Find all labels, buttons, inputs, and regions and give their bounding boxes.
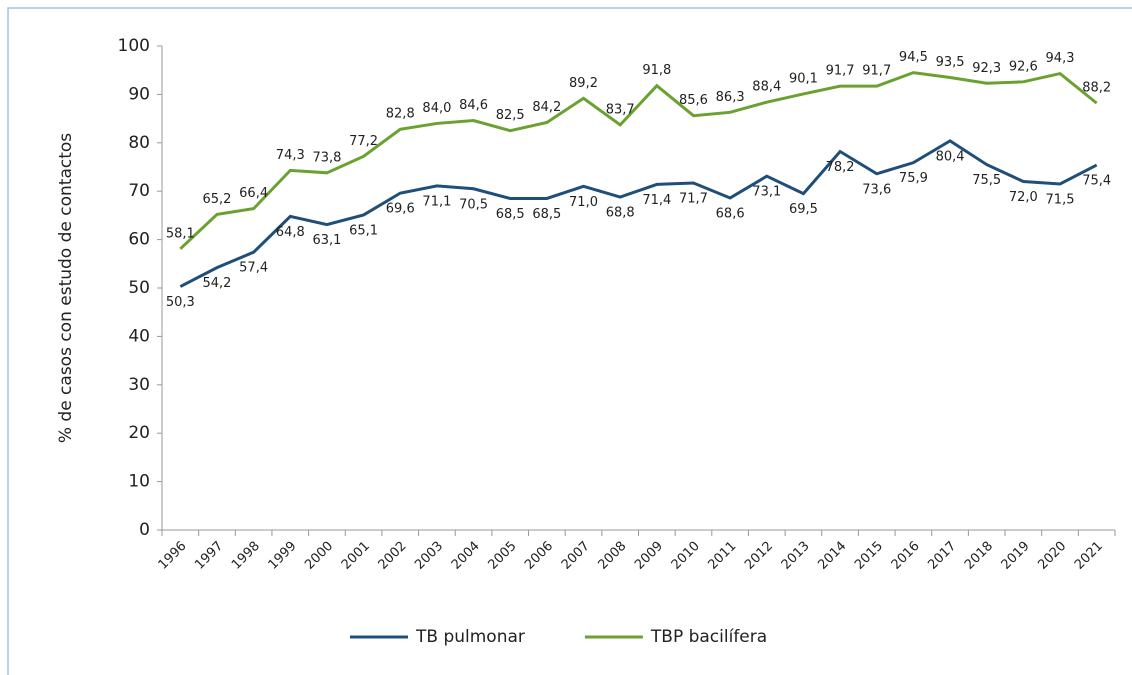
data-label: 83,7	[606, 102, 635, 117]
data-label: 71,5	[1046, 192, 1075, 207]
data-label: 88,4	[752, 80, 781, 95]
data-label: 73,6	[862, 182, 891, 197]
x-tick-label: 2020	[1035, 539, 1069, 573]
x-tick-label: 2003	[412, 539, 446, 573]
data-label: 70,5	[459, 197, 488, 212]
data-label: 71,7	[679, 191, 708, 206]
x-tick-label: 2001	[339, 539, 373, 573]
x-tick-label: 2000	[302, 539, 336, 573]
x-tick-label: 2019	[999, 539, 1033, 573]
y-axis-label: % de casos con estudo de contactos	[56, 133, 76, 443]
x-tick-label: 2004	[449, 539, 483, 573]
data-label: 71,4	[642, 193, 671, 208]
y-tick-label: 20	[128, 423, 150, 443]
y-tick-label: 100	[118, 36, 150, 56]
data-label: 78,2	[826, 160, 855, 175]
data-label: 71,0	[569, 195, 598, 210]
x-tick-label: 1996	[156, 539, 190, 573]
y-tick-label: 70	[128, 181, 150, 201]
data-label: 82,8	[386, 107, 415, 122]
data-label: 75,4	[1082, 174, 1111, 189]
x-tick-label: 2016	[889, 539, 923, 573]
x-tick-label: 2013	[779, 539, 813, 573]
data-label: 68,5	[496, 207, 525, 222]
data-label: 66,4	[239, 186, 268, 201]
data-label: 71,1	[422, 194, 451, 209]
data-label: 74,3	[276, 148, 305, 163]
data-label: 69,6	[386, 202, 415, 217]
data-label: 68,5	[532, 207, 561, 222]
data-label: 68,6	[716, 206, 745, 221]
x-tick-label: 2018	[962, 539, 996, 573]
data-label: 80,4	[936, 149, 965, 164]
data-label: 84,2	[532, 100, 561, 115]
data-label: 64,8	[276, 225, 305, 240]
data-label: 92,3	[972, 61, 1001, 76]
frame	[7, 7, 1132, 675]
legend-label: TBP bacilífera	[650, 627, 767, 647]
y-tick-label: 60	[128, 230, 150, 250]
x-tick-label: 2009	[632, 539, 666, 573]
series-line	[179, 139, 1098, 288]
data-label: 91,7	[826, 64, 855, 79]
x-tick-label: 2010	[669, 539, 703, 573]
data-label: 91,7	[862, 64, 891, 79]
data-label: 84,6	[459, 98, 488, 113]
x-tick-label: 1998	[229, 539, 263, 573]
y-tick-label: 40	[128, 326, 150, 346]
x-tick-label: 1997	[192, 539, 226, 573]
y-tick-label: 30	[128, 375, 150, 395]
y-tick-label: 50	[128, 278, 150, 298]
data-label: 92,6	[1009, 59, 1038, 74]
data-label: 82,5	[496, 108, 525, 123]
x-tick-label: 2012	[742, 539, 776, 573]
data-label: 63,1	[312, 233, 341, 248]
y-tick-label: 10	[128, 472, 150, 492]
data-label: 69,5	[789, 202, 818, 217]
data-label: 65,2	[203, 192, 232, 207]
data-label: 65,1	[349, 223, 378, 238]
x-tick-label: 2007	[559, 539, 593, 573]
data-label: 94,3	[1046, 51, 1075, 66]
data-label: 93,5	[936, 55, 965, 70]
data-label: 86,3	[716, 90, 745, 105]
x-tick-label: 2008	[595, 539, 629, 573]
legend-label: TB pulmonar	[415, 627, 525, 647]
y-tick-label: 80	[128, 133, 150, 153]
y-tick-label: 0	[139, 520, 150, 540]
data-label: 73,8	[312, 150, 341, 165]
data-label: 75,9	[899, 171, 928, 186]
data-label: 77,2	[349, 134, 378, 149]
data-label: 73,1	[752, 185, 781, 200]
series-line	[179, 71, 1098, 250]
data-label: 68,8	[606, 206, 635, 221]
data-label: 94,5	[899, 50, 928, 65]
x-tick-label: 2017	[925, 539, 959, 573]
data-label: 88,2	[1082, 81, 1111, 96]
x-tick-label: 2002	[376, 539, 410, 573]
x-tick-label: 2006	[522, 539, 556, 573]
x-tick-label: 2011	[705, 539, 739, 573]
x-tick-label: 2021	[1072, 539, 1106, 573]
x-tick-label: 2005	[486, 539, 520, 573]
data-label: 84,0	[422, 101, 451, 116]
x-tick-label: 1999	[266, 539, 300, 573]
x-tick-label: 2015	[852, 539, 886, 573]
data-label: 85,6	[679, 93, 708, 108]
data-label: 75,5	[972, 173, 1001, 188]
x-tick-label: 2014	[815, 539, 849, 573]
data-label: 58,1	[166, 226, 195, 241]
data-label: 72,0	[1009, 190, 1038, 205]
data-label: 90,1	[789, 71, 818, 86]
data-label: 91,8	[642, 63, 671, 78]
y-tick-label: 90	[128, 84, 150, 104]
data-label: 57,4	[239, 261, 268, 276]
data-label: 50,3	[166, 295, 195, 310]
data-label: 54,2	[203, 276, 232, 291]
data-label: 89,2	[569, 76, 598, 91]
